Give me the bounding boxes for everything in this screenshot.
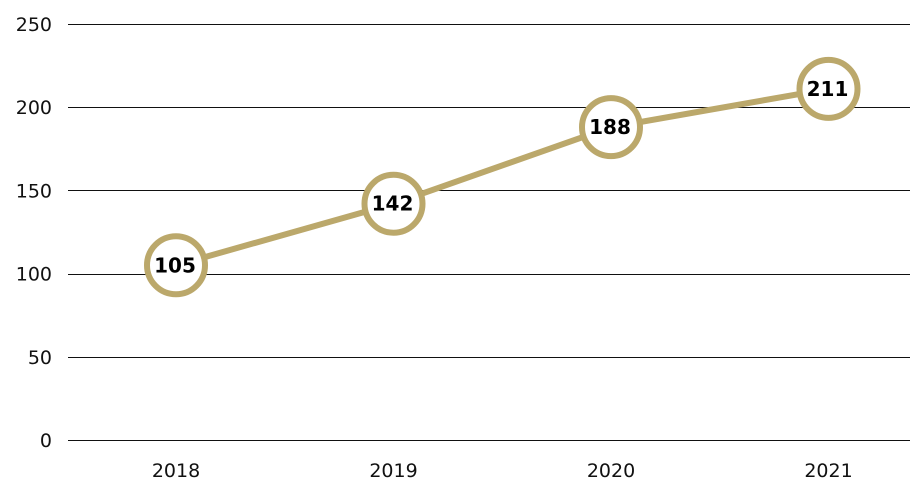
data-point-marker [361,171,426,236]
data-point: 211 [796,56,861,121]
y-tick-label: 100 [16,264,52,286]
data-markers: 105 142 188 211 [144,56,861,298]
data-point: 142 [361,171,426,236]
y-tick-label: 200 [16,97,52,119]
x-axis-tick-labels: 2018 2019 2020 2021 [152,460,853,482]
data-point-marker [144,233,208,298]
data-point: 105 [144,233,208,298]
data-label: 105 [154,253,196,277]
data-label: 188 [589,115,631,139]
y-tick-label: 50 [28,347,52,369]
series-line-group [173,85,832,269]
data-label: 142 [372,192,414,216]
data-label: 211 [807,77,849,101]
data-point-marker [796,56,861,121]
y-tick-label: 0 [40,430,52,452]
data-point: 188 [579,95,643,160]
y-tick-label: 150 [16,180,52,202]
grid-lines [68,24,910,441]
series-line [173,85,832,269]
x-tick-label: 2021 [804,460,852,482]
y-axis-tick-labels: 0 50 100 150 200 250 [16,14,52,452]
x-tick-label: 2019 [369,460,417,482]
x-tick-label: 2020 [587,460,635,482]
y-tick-label: 250 [16,14,52,36]
data-point-marker [579,95,643,160]
x-tick-label: 2018 [152,460,200,482]
